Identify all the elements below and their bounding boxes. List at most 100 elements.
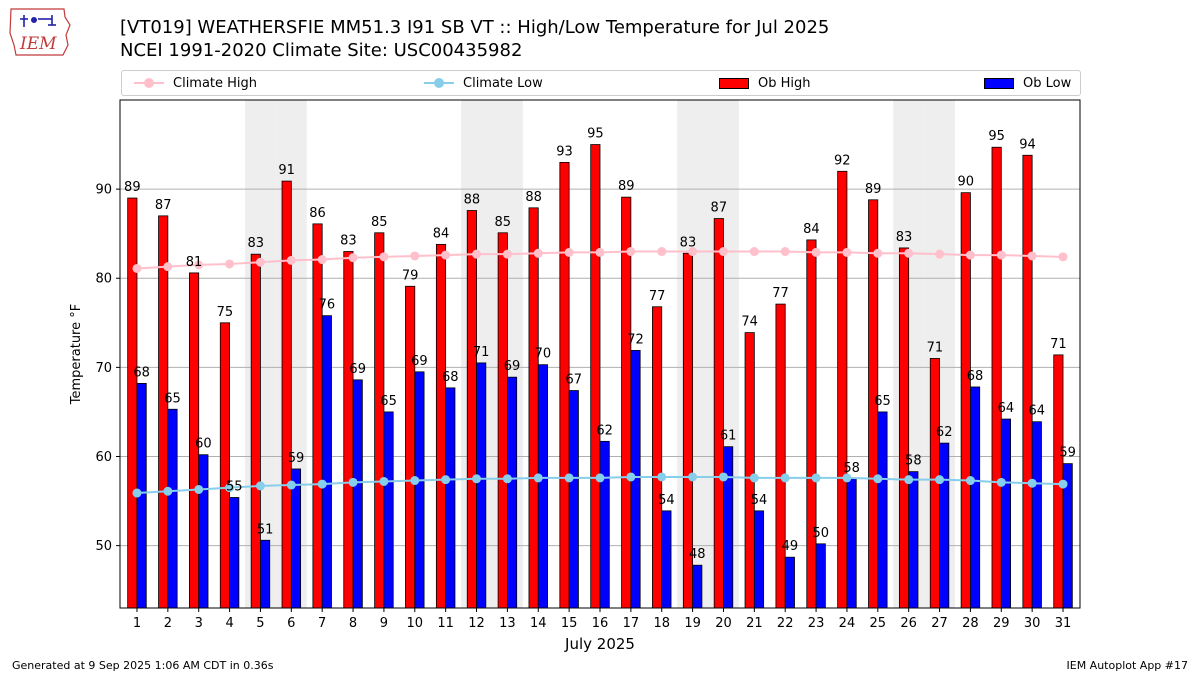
- climate-high-point: [965, 250, 975, 260]
- legend-ob-high-swatch: [719, 77, 749, 89]
- ob-high-bar: [806, 239, 817, 609]
- climate-low-point: [533, 473, 543, 483]
- x-tick-label: 30: [1024, 616, 1041, 631]
- iowa-outline-icon: [9, 8, 71, 56]
- legend-climate-high-label: Climate High: [173, 75, 258, 91]
- ob-low-bar: [352, 379, 363, 609]
- x-tick-label: 13: [499, 616, 516, 631]
- x-tick-label: 7: [318, 616, 326, 631]
- ob-high-bar: [374, 232, 385, 609]
- x-tick-label: 11: [437, 616, 454, 631]
- chart-subtitle: NCEI 1991-2020 Climate Site: USC00435982: [120, 40, 523, 61]
- ob-high-value-label: 71: [1050, 337, 1067, 352]
- climate-high-point: [317, 255, 327, 265]
- ob-high-bar: [405, 285, 416, 609]
- ob-low-bar: [506, 376, 518, 609]
- climate-high-point: [904, 248, 914, 258]
- climate-low-point: [348, 477, 358, 487]
- ob-low-bar: [908, 471, 919, 609]
- ob-low-value-label: 49: [782, 539, 799, 554]
- ob-low-bar: [229, 497, 240, 609]
- footer-app: IEM Autoplot App #17: [1066, 659, 1189, 672]
- climate-low-point: [317, 479, 327, 489]
- climate-high-point: [379, 252, 389, 262]
- climate-low-point: [410, 476, 420, 486]
- ob-low-value-label: 61: [720, 429, 737, 444]
- climate-low-point: [194, 484, 204, 494]
- ob-high-value-label: 83: [340, 234, 357, 249]
- climate-low-point: [132, 488, 142, 498]
- ob-high-bar: [497, 232, 508, 609]
- climate-low-point: [688, 472, 698, 482]
- ob-low-value-label: 48: [689, 547, 706, 562]
- ob-low-value-label: 62: [936, 425, 953, 440]
- ob-high-bar: [898, 247, 910, 609]
- ob-low-value-label: 51: [257, 522, 274, 537]
- ob-high-value-label: 85: [494, 215, 511, 230]
- ob-high-value-label: 75: [217, 305, 234, 320]
- x-axis-label: July 2025: [564, 635, 635, 653]
- ob-low-bar: [970, 386, 981, 609]
- legend-climate-low-swatch: [424, 78, 454, 88]
- ob-low-value-label: 59: [1059, 446, 1076, 461]
- climate-high-point: [780, 247, 790, 257]
- ob-low-value-label: 69: [411, 354, 428, 369]
- climate-low-point: [749, 473, 759, 483]
- ob-high-value-label: 84: [433, 226, 450, 241]
- ob-low-bar: [476, 362, 487, 609]
- ob-low-value-label: 70: [535, 347, 552, 362]
- legend-ob-low-swatch: [984, 77, 1014, 89]
- x-tick-label: 12: [468, 616, 485, 631]
- ob-low-value-label: 76: [319, 298, 336, 313]
- x-tick-label: 2: [164, 616, 172, 631]
- ob-high-bar: [1022, 154, 1033, 609]
- ob-high-bar: [528, 207, 539, 609]
- ob-low-value-label: 67: [566, 373, 583, 388]
- ob-high-value-label: 88: [525, 190, 542, 205]
- legend-ob-high-label: Ob High: [758, 75, 811, 91]
- x-tick-label: 26: [900, 616, 917, 631]
- legend: Climate High Climate Low Ob High Ob Low: [121, 70, 1081, 96]
- x-tick-label: 18: [653, 616, 670, 631]
- x-tick-label: 28: [962, 616, 979, 631]
- climate-high-point: [163, 262, 173, 272]
- ob-high-bar: [466, 210, 477, 609]
- ob-low-bar: [198, 454, 209, 609]
- climate-low-point: [502, 474, 512, 484]
- ob-low-bar: [815, 543, 826, 609]
- ob-high-bar: [775, 303, 786, 609]
- climate-low-point: [904, 475, 914, 485]
- ob-low-value-label: 59: [288, 451, 305, 466]
- x-tick-label: 17: [623, 616, 640, 631]
- climate-low-point: [255, 481, 265, 491]
- ob-high-bar: [281, 180, 292, 609]
- climate-low-point: [842, 473, 852, 483]
- climate-low-point: [965, 476, 975, 486]
- ob-low-value-label: 64: [998, 401, 1015, 416]
- climate-low-point: [935, 475, 945, 485]
- ob-low-value-label: 58: [843, 461, 860, 476]
- ob-high-value-label: 95: [587, 127, 604, 142]
- climate-high-point: [1027, 251, 1037, 261]
- ob-high-bar: [621, 196, 632, 609]
- y-tick-label-50: 50: [95, 539, 112, 554]
- x-tick-label: 14: [530, 616, 547, 631]
- climate-low-point: [564, 473, 574, 483]
- ob-low-bar: [445, 387, 456, 609]
- climate-high-point: [749, 247, 759, 257]
- ob-high-bar: [343, 251, 354, 609]
- climate-low-point: [873, 474, 883, 484]
- y-tick-label-70: 70: [95, 361, 112, 376]
- climate-high-point: [441, 250, 451, 260]
- x-tick-label: 31: [1055, 616, 1072, 631]
- ob-low-value-label: 50: [812, 526, 829, 541]
- ob-low-bar: [846, 478, 857, 609]
- climate-high-point: [996, 250, 1006, 260]
- ob-high-value-label: 86: [309, 206, 326, 221]
- climate-low-point: [718, 472, 728, 482]
- climate-low-point: [163, 486, 173, 496]
- ob-high-bar: [837, 170, 848, 609]
- ob-low-value-label: 60: [195, 437, 212, 452]
- ob-high-value-label: 83: [896, 230, 913, 245]
